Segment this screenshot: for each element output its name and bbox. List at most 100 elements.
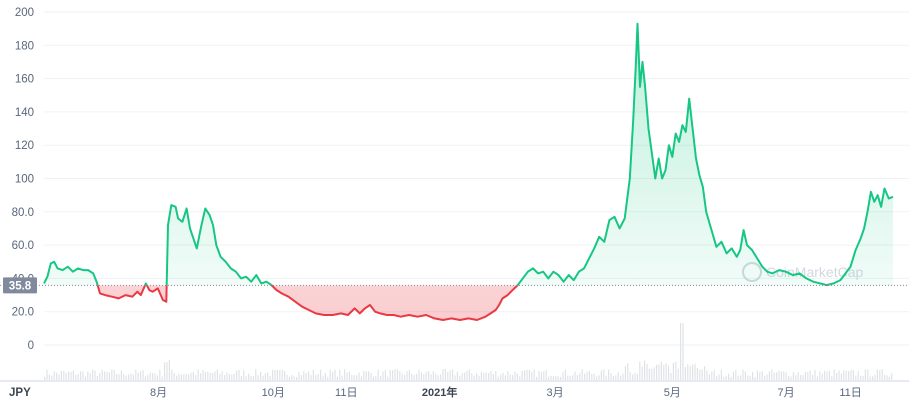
volume-bar bbox=[89, 373, 91, 380]
volume-bar bbox=[300, 375, 302, 380]
volume-bar bbox=[341, 375, 343, 380]
volume-bar bbox=[447, 371, 449, 380]
volume-bar bbox=[233, 373, 235, 380]
volume-bar bbox=[689, 365, 691, 380]
volume-bar bbox=[84, 376, 86, 380]
volume-bar bbox=[586, 371, 588, 380]
volume-bar bbox=[531, 371, 533, 380]
volume-bar bbox=[660, 361, 662, 380]
volume-bar bbox=[65, 372, 67, 380]
volume-bar bbox=[617, 372, 619, 380]
volume-bar bbox=[598, 375, 600, 380]
volume-bar bbox=[154, 373, 156, 380]
volume-bar bbox=[464, 372, 466, 380]
volume-bar bbox=[68, 371, 70, 380]
volume-bar bbox=[356, 375, 358, 380]
volume-bar bbox=[274, 369, 276, 380]
volume-bar bbox=[200, 373, 202, 380]
y-tick-label: 200 bbox=[15, 7, 34, 19]
volume-bar bbox=[209, 372, 211, 380]
volume-bar bbox=[869, 376, 871, 380]
volume-bar bbox=[512, 375, 514, 380]
volume-bar bbox=[159, 369, 161, 380]
volume-bar bbox=[797, 372, 799, 380]
volume-bar bbox=[795, 375, 797, 380]
volume-bar bbox=[881, 369, 883, 380]
volume-bar bbox=[776, 372, 778, 380]
volume-bar bbox=[490, 370, 492, 380]
volume-bar bbox=[790, 376, 792, 380]
volume-bar bbox=[720, 369, 722, 380]
volume-bar bbox=[147, 374, 149, 380]
volume-bar bbox=[360, 376, 362, 380]
volume-bar bbox=[130, 373, 132, 380]
volume-bar bbox=[569, 375, 571, 380]
volume-bar bbox=[267, 372, 269, 380]
volume-bar bbox=[452, 369, 454, 380]
volume-bar bbox=[336, 376, 338, 380]
volume-bar bbox=[365, 371, 367, 380]
volume-bar bbox=[771, 369, 773, 380]
volume-bar bbox=[682, 323, 684, 380]
volume-bar bbox=[560, 376, 562, 380]
volume-bar bbox=[809, 370, 811, 380]
volume-bar bbox=[708, 374, 710, 380]
volume-bar bbox=[305, 373, 307, 380]
volume-bar bbox=[173, 372, 175, 380]
volume-bar bbox=[843, 370, 845, 380]
volume-bar bbox=[425, 372, 427, 380]
volume-bar bbox=[816, 376, 818, 380]
baseline-label: 35.8 bbox=[3, 277, 37, 294]
volume-bar bbox=[533, 369, 535, 380]
volume-bar bbox=[749, 376, 751, 380]
volume-bar bbox=[276, 369, 278, 380]
volume-bar bbox=[214, 371, 216, 380]
volume-bar bbox=[82, 371, 84, 380]
volume-bar bbox=[814, 369, 816, 380]
volume-bar bbox=[408, 369, 410, 380]
volume-bar bbox=[737, 375, 739, 380]
volume-bar bbox=[204, 371, 206, 380]
volume-bar bbox=[850, 369, 852, 380]
volume-bar bbox=[120, 370, 122, 380]
volume-bar bbox=[653, 367, 655, 380]
volume-bar bbox=[694, 363, 696, 380]
volume-bar bbox=[879, 370, 881, 380]
volume-bar bbox=[656, 364, 658, 380]
y-tick-label: 180 bbox=[15, 40, 34, 52]
volume-bar bbox=[180, 374, 182, 380]
volume-bar bbox=[536, 376, 538, 380]
volume-bar bbox=[840, 373, 842, 380]
volume-bar bbox=[92, 369, 94, 380]
volume-bar bbox=[75, 375, 77, 380]
volume-bar bbox=[516, 373, 518, 380]
x-tick-label: 5月 bbox=[664, 387, 681, 399]
volume-bar bbox=[334, 369, 336, 380]
volume-bar bbox=[140, 371, 142, 380]
volume-bar bbox=[651, 368, 653, 380]
volume-bar bbox=[538, 370, 540, 380]
volume-bar bbox=[699, 369, 701, 380]
volume-bar bbox=[728, 373, 730, 380]
volume-bar bbox=[521, 370, 523, 380]
y-tick-label: 60.0 bbox=[12, 240, 34, 252]
volume-bar bbox=[610, 372, 612, 380]
volume-bar bbox=[468, 369, 470, 380]
volume-bar bbox=[176, 375, 178, 380]
volume-bar bbox=[125, 375, 127, 380]
volume-bar bbox=[375, 376, 377, 380]
volume-bar bbox=[706, 370, 708, 380]
volume-bar bbox=[135, 369, 137, 380]
volume-bar bbox=[886, 375, 888, 380]
volume-bar bbox=[351, 374, 353, 380]
volume-bar bbox=[195, 375, 197, 380]
x-axis: 8月 10月 11日 2021年 3月 5月 7月 11日 bbox=[150, 385, 862, 399]
volume-bar bbox=[687, 364, 689, 380]
volume-bar bbox=[792, 372, 794, 380]
volume-bar bbox=[663, 364, 665, 380]
volume-bar bbox=[742, 369, 744, 380]
volume-bar bbox=[168, 359, 170, 380]
volume-bar bbox=[747, 375, 749, 380]
volume-bar bbox=[752, 372, 754, 380]
